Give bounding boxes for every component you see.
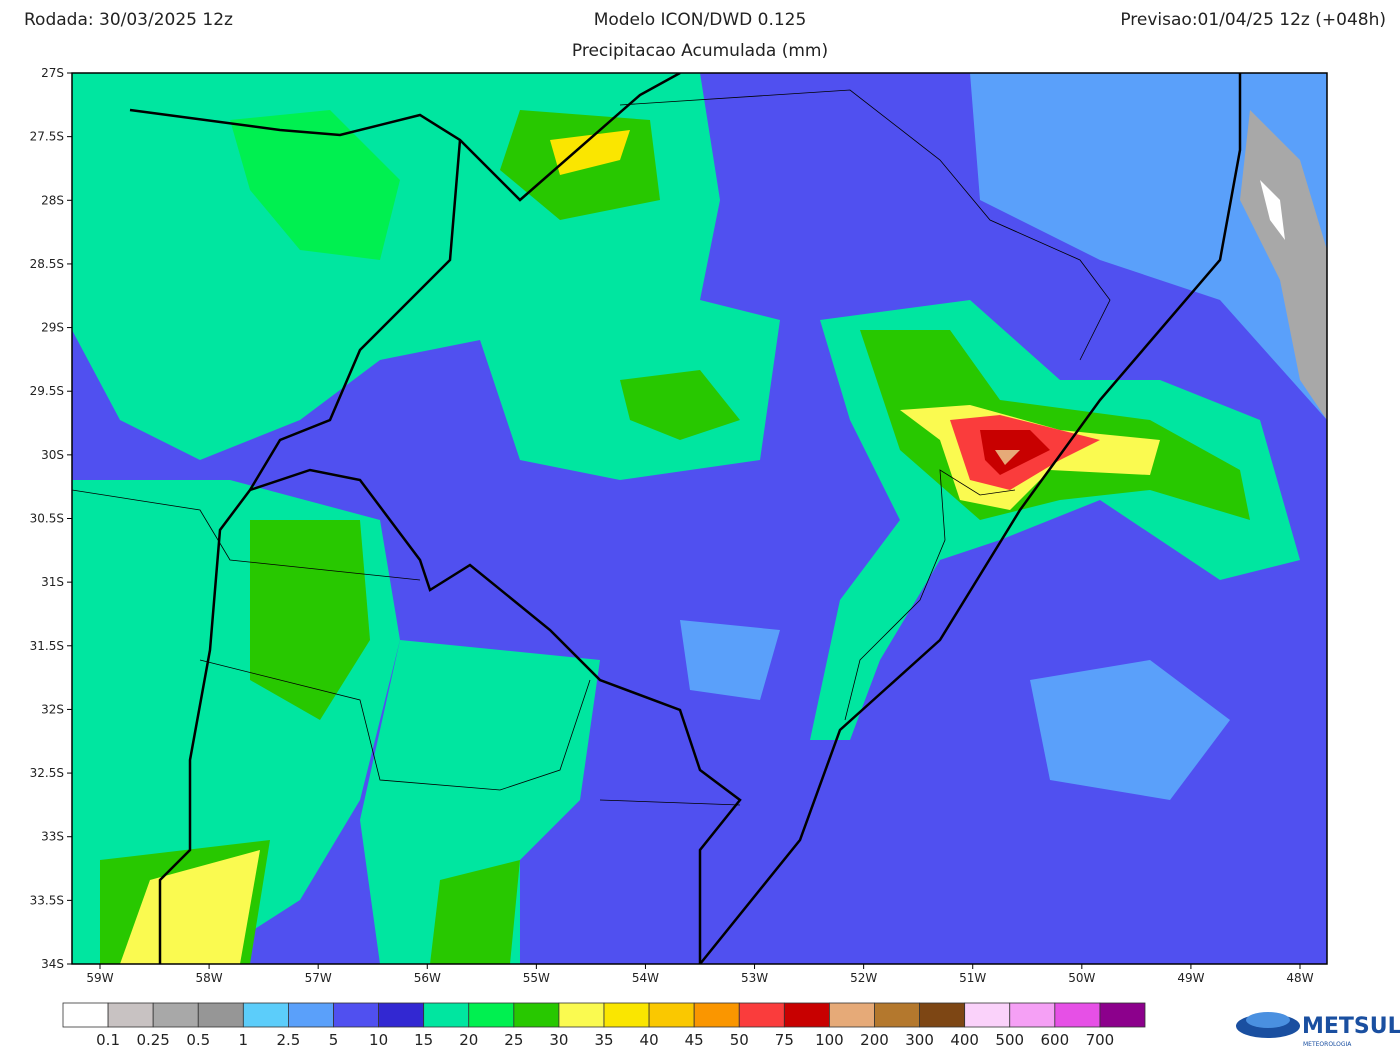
colorbar-swatch	[288, 1002, 334, 1028]
lat-label: 31.5S	[30, 639, 64, 653]
colorbar-swatch	[829, 1002, 875, 1028]
colorbar-swatch	[152, 1002, 199, 1028]
colorbar-label: 0.25	[136, 1031, 169, 1049]
colorbar-label: 25	[504, 1031, 523, 1049]
colorbar-swatch	[378, 1002, 425, 1028]
lat-label: 32S	[41, 702, 64, 716]
logo-tagline: METEOROLOGIA	[1303, 1041, 1352, 1048]
lon-label: 49W	[1177, 971, 1204, 985]
colorbar-label: 40	[640, 1031, 659, 1049]
lon-label: 50W	[1068, 971, 1095, 985]
lon-label: 58W	[196, 971, 223, 985]
axes: 27S 27.5S 28S 28.5S 29S 29.5S 30S 30.5S 31S 31.5S…	[30, 66, 1314, 985]
lon-label: 54W	[632, 971, 659, 985]
logo-name: METSUL	[1302, 1014, 1400, 1039]
colorbar-label: 20	[459, 1031, 478, 1049]
colorbar-swatch	[558, 1002, 605, 1028]
colorbar-swatch	[1054, 1002, 1101, 1028]
colorbar-swatch	[1099, 1002, 1146, 1028]
lon-label: 52W	[850, 971, 877, 985]
forecast-label: Previsao:01/04/25 12z (+048h)	[1120, 10, 1386, 30]
lat-label: 30.5S	[30, 512, 64, 526]
lat-label: 28S	[41, 193, 64, 207]
lat-label: 30S	[41, 448, 64, 462]
lon-label: 51W	[959, 971, 986, 985]
colorbar-label: 700	[1086, 1031, 1115, 1049]
colorbar-label: 10	[369, 1031, 388, 1049]
colorbar-label: 500	[995, 1031, 1024, 1049]
colorbar-label: 200	[860, 1031, 889, 1049]
colorbar-swatch	[107, 1002, 154, 1028]
logo: METSUL METEOROLOGIA	[1236, 1012, 1400, 1048]
colorbar-swatch	[423, 1002, 470, 1028]
colorbar-label: 400	[950, 1031, 979, 1049]
colorbar-swatch	[197, 1002, 244, 1028]
lat-label: 29S	[41, 321, 64, 335]
run-label: Rodada: 30/03/2025 12z	[24, 10, 233, 30]
colorbar-label: 100	[815, 1031, 844, 1049]
colorbar-label: 75	[775, 1031, 794, 1049]
colorbar-swatch	[62, 1002, 109, 1028]
lat-label: 34S	[41, 957, 64, 971]
colorbar-swatch	[919, 1002, 966, 1028]
colorbar-label: 15	[414, 1031, 433, 1049]
colorbar-swatch	[603, 1002, 650, 1028]
subtitle: Precipitacao Acumulada (mm)	[572, 41, 828, 61]
lat-label: 32.5S	[30, 766, 64, 780]
lon-label: 48W	[1286, 971, 1313, 985]
colorbar-swatch	[1009, 1002, 1056, 1028]
lat-label: 33S	[41, 830, 64, 844]
colorbar-swatch	[964, 1002, 1011, 1028]
title: Modelo ICON/DWD 0.125	[594, 10, 807, 30]
colorbar-label: 300	[905, 1031, 934, 1049]
lon-label: 55W	[523, 971, 550, 985]
colorbar-label: 5	[329, 1031, 339, 1049]
colorbar-label: 45	[685, 1031, 704, 1049]
lat-label: 31S	[41, 575, 64, 589]
colorbar-label: 30	[549, 1031, 568, 1049]
lon-label: 53W	[741, 971, 768, 985]
colorbar-label: 600	[1041, 1031, 1070, 1049]
colorbar-swatch	[874, 1002, 920, 1028]
lat-label: 27S	[41, 66, 64, 80]
colorbar-swatch	[468, 1002, 515, 1028]
lon-label: 59W	[86, 971, 113, 985]
lat-label: 29.5S	[30, 384, 64, 398]
lon-label: 56W	[414, 971, 441, 985]
colorbar-swatch	[242, 1002, 289, 1028]
colorbar-swatch	[738, 1002, 785, 1028]
map	[72, 73, 1327, 964]
lat-label: 33.5S	[30, 893, 64, 907]
colorbar-swatch	[693, 1002, 740, 1028]
colorbar-swatch	[333, 1002, 379, 1028]
colorbar-label: 35	[594, 1031, 613, 1049]
colorbar-label: 1	[239, 1031, 249, 1049]
lon-label: 57W	[305, 971, 332, 985]
colorbar-label: 50	[730, 1031, 749, 1049]
colorbar-label: 0.5	[186, 1031, 210, 1049]
colorbar: 0.1 0.25 0.5 1 2.5 5 10 15 20 25 30 35 40 45 50 75 100 20…	[62, 1002, 1146, 1049]
colorbar-swatch	[783, 1002, 830, 1028]
colorbar-label: 0.1	[96, 1031, 120, 1049]
colorbar-swatch	[648, 1002, 695, 1028]
colorbar-swatch	[513, 1002, 560, 1028]
lat-label: 27.5S	[30, 130, 64, 144]
colorbar-label: 2.5	[276, 1031, 300, 1049]
lat-label: 28.5S	[30, 257, 64, 271]
